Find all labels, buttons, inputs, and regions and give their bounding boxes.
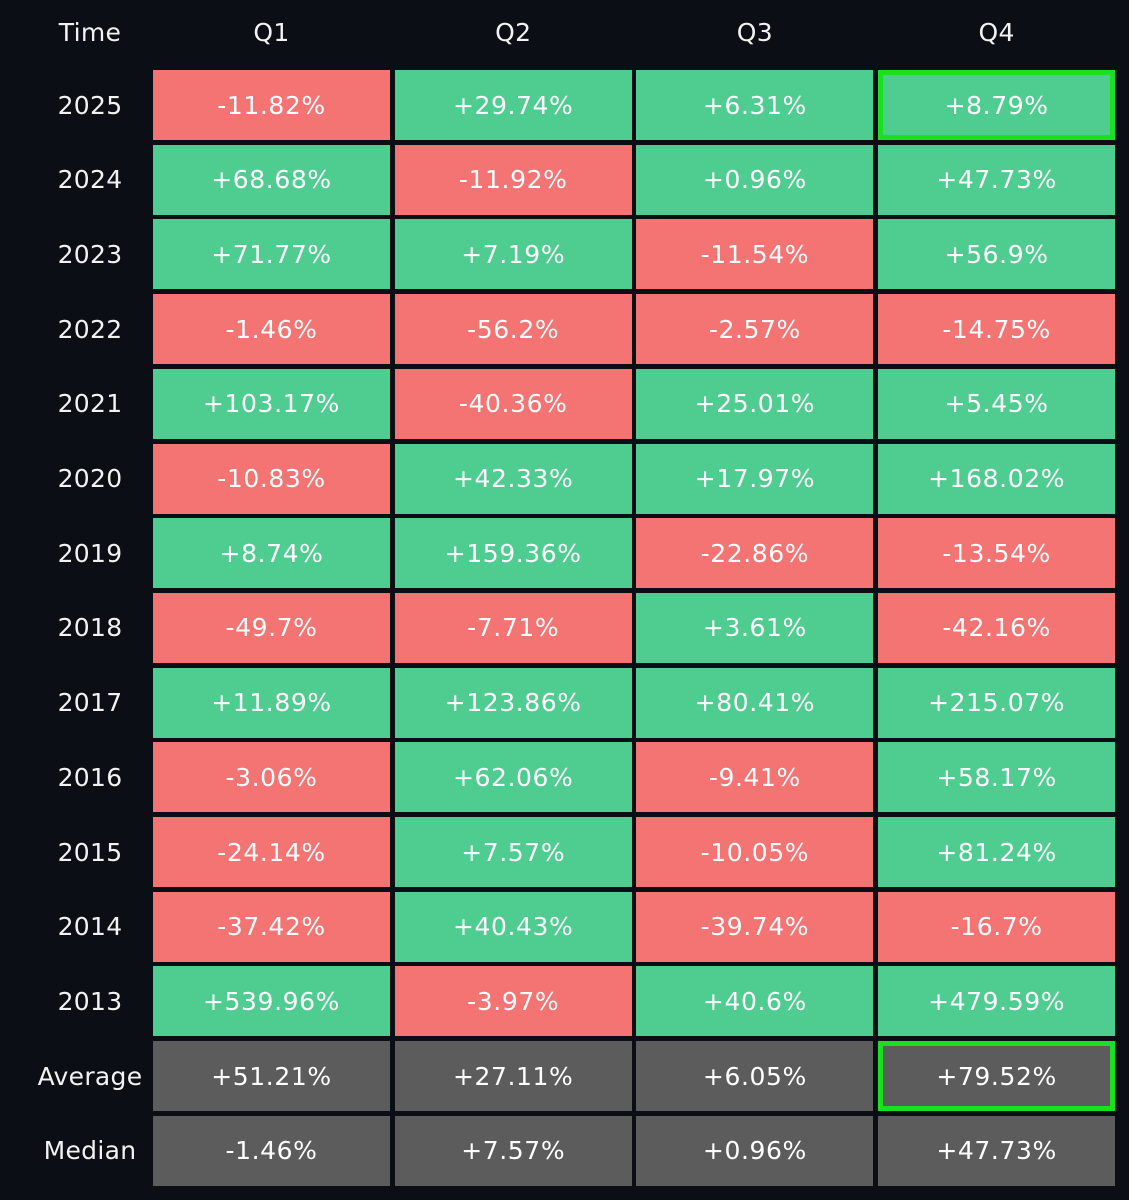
row-label-2019: 2019 — [57, 538, 123, 568]
row-label-2023: 2023 — [57, 239, 123, 269]
cell-2013-q2: -3.97% — [394, 966, 632, 1037]
cell-2015-q4: +81.24% — [878, 817, 1116, 887]
cell-2014-q1: -37.42% — [153, 891, 390, 962]
cell-2023-q2: +7.19% — [394, 219, 632, 290]
cell-2014-q2: +40.43% — [394, 891, 632, 962]
cell-average-q1: +51.21% — [153, 1041, 390, 1112]
cell-2025-q2: +29.74% — [394, 70, 632, 140]
column-header-q4: Q4 — [978, 17, 1015, 47]
row-label-2021: 2021 — [57, 389, 123, 419]
cell-2025-q1: -11.82% — [153, 70, 390, 140]
cell-median-q2: +7.57% — [394, 1115, 632, 1186]
cell-median-q4: +47.73% — [878, 1115, 1116, 1186]
cell-average-q2: +27.11% — [394, 1041, 632, 1112]
cell-2019-q4: -13.54% — [878, 518, 1116, 589]
cell-2025-q3: +6.31% — [636, 70, 874, 140]
row-label-2018: 2018 — [57, 613, 123, 643]
row-label-median: Median — [43, 1136, 137, 1166]
cell-2021-q3: +25.01% — [636, 368, 874, 439]
cell-2022-q1: -1.46% — [153, 294, 390, 365]
cell-2013-q3: +40.6% — [636, 966, 874, 1037]
cell-2022-q2: -56.2% — [394, 294, 632, 365]
cell-2023-q1: +71.77% — [153, 219, 390, 290]
cell-2020-q2: +42.33% — [394, 443, 632, 514]
cell-2014-q4: -16.7% — [878, 891, 1116, 962]
column-header-q1: Q1 — [253, 17, 290, 47]
column-header-q2: Q2 — [495, 17, 532, 47]
cell-2016-q1: -3.06% — [153, 742, 390, 813]
row-label-2016: 2016 — [57, 762, 123, 792]
cell-2020-q4: +168.02% — [878, 443, 1116, 514]
cell-2019-q2: +159.36% — [394, 518, 632, 589]
cell-median-q3: +0.96% — [636, 1115, 874, 1186]
cell-2016-q2: +62.06% — [394, 742, 632, 813]
cell-2016-q4: +58.17% — [878, 742, 1116, 813]
cell-2013-q1: +539.96% — [153, 966, 390, 1037]
cell-2024-q4: +47.73% — [878, 144, 1116, 215]
cell-2019-q1: +8.74% — [153, 518, 390, 589]
cell-2025-q4: +8.79% — [878, 70, 1116, 140]
row-label-2015: 2015 — [57, 837, 123, 867]
cell-2018-q1: -49.7% — [153, 592, 390, 663]
cell-2021-q4: +5.45% — [878, 368, 1116, 439]
cell-2022-q3: -2.57% — [636, 294, 874, 365]
cell-2013-q4: +479.59% — [878, 966, 1116, 1037]
cell-2020-q1: -10.83% — [153, 443, 390, 514]
cell-2017-q3: +80.41% — [636, 667, 874, 738]
cell-2015-q2: +7.57% — [394, 817, 632, 887]
cell-2024-q3: +0.96% — [636, 144, 874, 215]
cell-2014-q3: -39.74% — [636, 891, 874, 962]
cell-2015-q1: -24.14% — [153, 817, 390, 887]
cell-2024-q1: +68.68% — [153, 144, 390, 215]
row-label-2022: 2022 — [57, 314, 123, 344]
cell-2023-q3: -11.54% — [636, 219, 874, 290]
row-label-2025: 2025 — [57, 90, 123, 120]
column-header-q3: Q3 — [736, 17, 773, 47]
cell-2024-q2: -11.92% — [394, 144, 632, 215]
cell-average-q3: +6.05% — [636, 1041, 874, 1112]
row-label-2013: 2013 — [57, 986, 123, 1016]
cell-2018-q2: -7.71% — [394, 592, 632, 663]
cell-2023-q4: +56.9% — [878, 219, 1116, 290]
cell-average-q4: +79.52% — [878, 1041, 1116, 1112]
cell-2015-q3: -10.05% — [636, 817, 874, 887]
cell-2018-q3: +3.61% — [636, 592, 874, 663]
cell-median-q1: -1.46% — [153, 1115, 390, 1186]
cell-2021-q2: -40.36% — [394, 368, 632, 439]
cell-2016-q3: -9.41% — [636, 742, 874, 813]
header-time: Time — [58, 17, 122, 47]
row-label-2014: 2014 — [57, 912, 123, 942]
cell-2022-q4: -14.75% — [878, 294, 1116, 365]
cell-2017-q4: +215.07% — [878, 667, 1116, 738]
cell-2019-q3: -22.86% — [636, 518, 874, 589]
row-label-average: Average — [37, 1061, 143, 1091]
cell-2018-q4: -42.16% — [878, 592, 1116, 663]
row-label-2017: 2017 — [57, 688, 123, 718]
row-label-2020: 2020 — [57, 464, 123, 493]
cell-2020-q3: +17.97% — [636, 443, 874, 514]
cell-2017-q1: +11.89% — [153, 667, 390, 738]
cell-2021-q1: +103.17% — [153, 368, 390, 439]
row-label-2024: 2024 — [57, 165, 123, 195]
cell-2017-q2: +123.86% — [394, 667, 632, 738]
